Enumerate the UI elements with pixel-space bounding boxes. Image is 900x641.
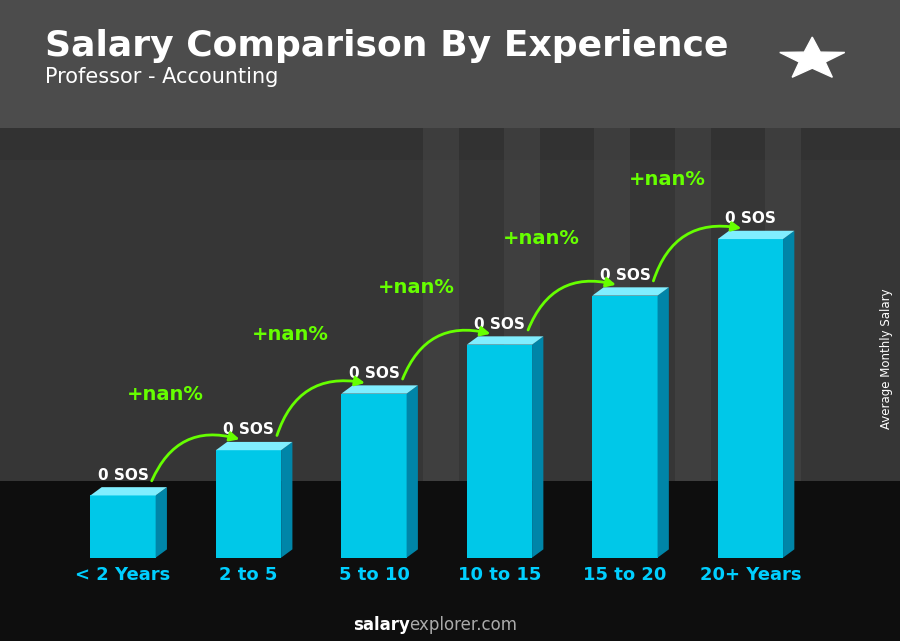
Bar	[718, 239, 783, 558]
Polygon shape	[467, 337, 544, 345]
Bar	[341, 394, 407, 558]
Bar	[467, 345, 532, 558]
Polygon shape	[407, 385, 418, 558]
Text: 0 SOS: 0 SOS	[97, 468, 148, 483]
Polygon shape	[341, 385, 418, 394]
Text: 0 SOS: 0 SOS	[223, 422, 274, 437]
Text: salary: salary	[353, 616, 410, 634]
Polygon shape	[658, 287, 669, 558]
Polygon shape	[281, 442, 292, 558]
Text: explorer.com: explorer.com	[410, 616, 518, 634]
Polygon shape	[216, 442, 292, 450]
Bar	[675, 128, 711, 481]
Text: +nan%: +nan%	[628, 171, 706, 189]
Text: +nan%: +nan%	[378, 278, 454, 297]
Text: +nan%: +nan%	[127, 385, 203, 404]
Bar	[0, 481, 900, 641]
Text: 0 SOS: 0 SOS	[348, 366, 400, 381]
Text: Average Monthly Salary: Average Monthly Salary	[880, 288, 893, 429]
Bar	[594, 128, 630, 481]
Text: 0 SOS: 0 SOS	[474, 317, 525, 332]
Bar	[90, 495, 156, 558]
Polygon shape	[779, 37, 845, 78]
Polygon shape	[783, 231, 795, 558]
Text: +nan%: +nan%	[252, 325, 329, 344]
Bar	[0, 128, 900, 481]
Bar	[0, 0, 900, 160]
Polygon shape	[718, 231, 795, 239]
Text: +nan%: +nan%	[503, 229, 580, 248]
Bar	[423, 128, 459, 481]
Polygon shape	[90, 487, 166, 495]
Bar	[592, 296, 658, 558]
Text: 0 SOS: 0 SOS	[725, 212, 776, 226]
Text: Salary Comparison By Experience: Salary Comparison By Experience	[45, 29, 728, 63]
Text: 0 SOS: 0 SOS	[599, 268, 651, 283]
Text: Professor - Accounting: Professor - Accounting	[45, 67, 278, 87]
Bar	[765, 128, 801, 481]
Bar	[216, 450, 281, 558]
Polygon shape	[532, 337, 544, 558]
Polygon shape	[156, 487, 166, 558]
Polygon shape	[592, 287, 669, 296]
Bar	[504, 128, 540, 481]
